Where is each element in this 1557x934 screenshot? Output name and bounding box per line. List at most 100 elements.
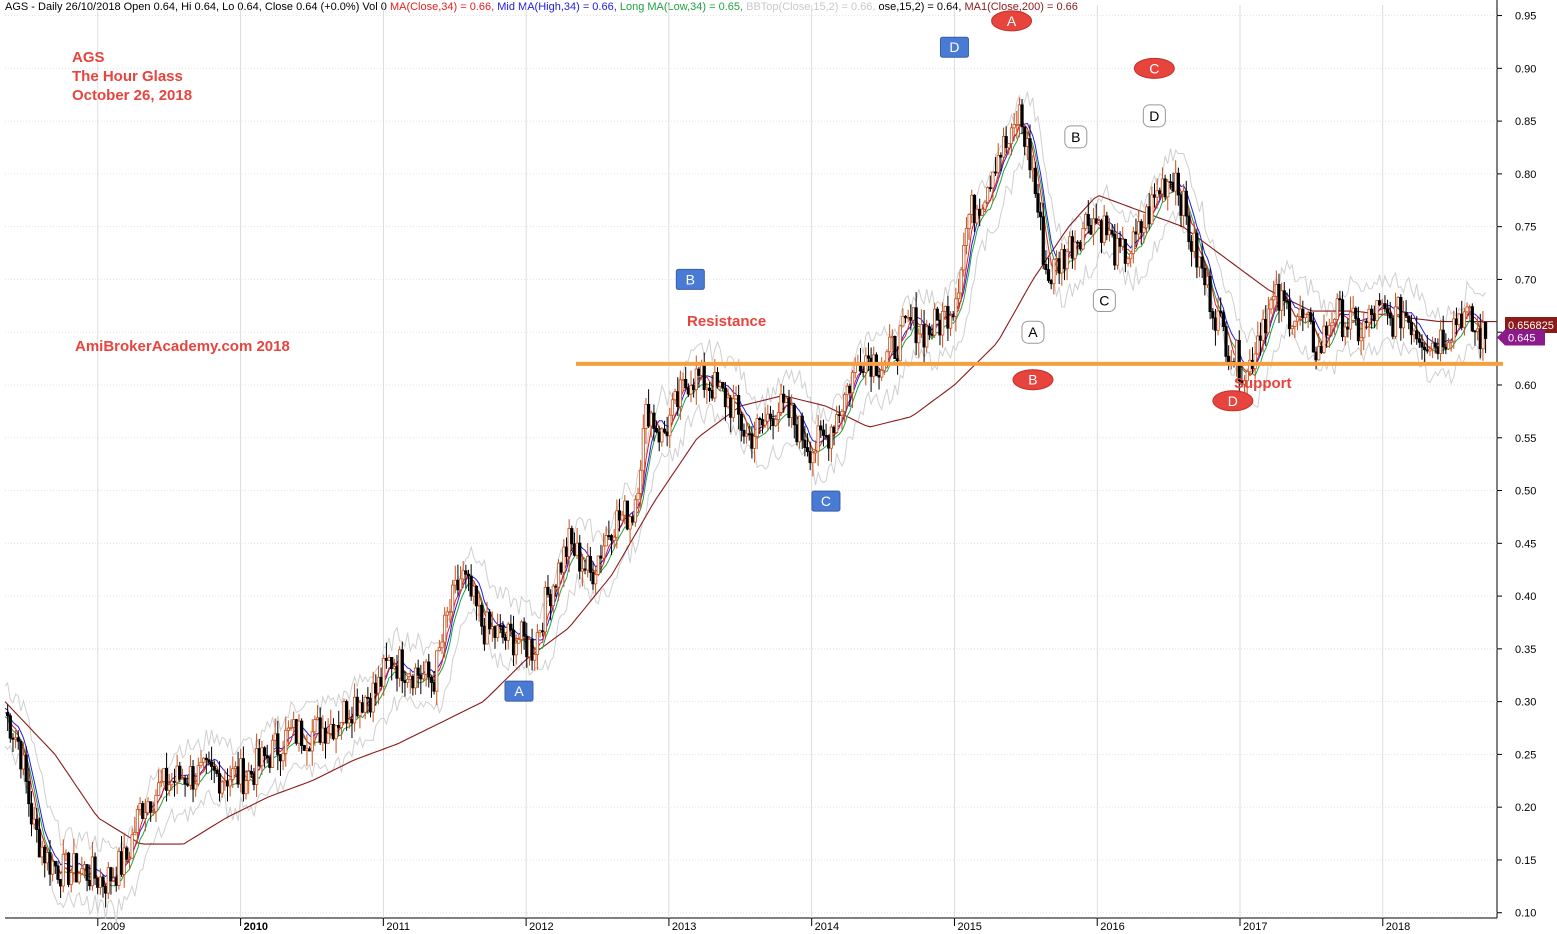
header-long-ma: Long MA(Low,34) = 0.65, [619,1,744,13]
candle-body [496,625,500,638]
candle-body [1378,300,1382,306]
candle-body [355,696,359,717]
y-tick-label: 0.85 [1515,116,1536,128]
candle-body [999,154,1003,158]
candle-body [1097,220,1101,224]
candle-body [21,754,26,770]
price-tag-arrow [1497,329,1545,346]
candle-body [1147,206,1151,225]
candle-body [43,846,47,864]
candle-body [172,780,177,783]
candle-body [419,674,423,680]
candle-body [551,585,555,607]
candle-body [6,712,10,717]
candle-body [72,853,76,873]
candle-body [347,719,351,724]
candle-body [641,428,645,471]
candle-body [988,187,992,190]
candle-body [983,201,987,210]
candle-body [432,682,436,692]
candle-body [1322,325,1326,353]
candle-body [1129,253,1133,260]
candle-body [925,326,929,348]
candle-body [1330,322,1334,326]
candle-body [713,372,717,399]
candle-body [1314,351,1318,361]
candle-body [861,370,865,373]
candle-body [726,397,730,408]
candle-body [771,418,775,427]
candle-body [1370,308,1374,316]
candle-body [472,585,476,597]
candle-body [588,556,592,573]
candle-body [933,308,937,336]
candle-body [435,650,439,692]
candle-body [673,391,677,401]
candle-body [1298,308,1302,317]
candle-body [114,877,118,886]
candle-body [895,358,900,362]
candle-body [1205,275,1210,286]
candle-body [191,766,195,790]
candle-body [556,562,561,588]
wave-badge-blue [939,36,969,58]
y-tick-label: 0.55 [1515,433,1536,445]
y-tick-label: 0.10 [1515,908,1536,920]
candle-body [917,333,921,344]
candle-body [782,393,786,403]
candle-body [954,298,958,317]
candle-body [1137,221,1141,235]
candle-body [639,469,643,494]
candle-body [1208,275,1212,313]
candle-body [244,780,248,795]
candle-body [1023,126,1027,147]
candle-body [11,737,15,740]
y-tick-label: 0.30 [1515,697,1536,709]
candle-body [286,727,291,731]
candle-body [909,317,913,321]
candle-body [848,385,852,394]
candle-body [318,717,322,743]
candle-body [363,696,367,713]
candle-body [215,769,219,774]
candle-body [350,719,354,724]
candle-body [1287,300,1292,330]
candle-body [284,729,288,754]
candle-body [1478,328,1482,350]
candle-body [758,418,762,420]
wave-badge-label: A [1028,324,1038,340]
candle-body [1388,312,1392,319]
candle-body [360,702,365,713]
candle-body [911,307,916,321]
candle-body [403,680,407,683]
candle-body [315,717,320,721]
candle-body [437,647,441,652]
candle-body [1065,251,1069,270]
candle-body [1089,225,1093,235]
candle-body [1454,318,1459,326]
candle-body [451,584,455,613]
candle-body [130,834,134,859]
resistance-label: Resistance [687,313,767,330]
candle-body [480,604,484,627]
candle-body [776,411,780,421]
candle-body [188,766,193,786]
candle-body [1401,312,1406,329]
wave-badge-label: A [1007,13,1017,29]
candle-body [631,516,635,523]
candle-body [345,701,349,724]
candle-body [374,682,378,694]
candle-body [331,724,336,740]
candle-body [1242,380,1247,385]
candle-body [1009,127,1014,145]
candle-body [938,319,942,336]
candle-body [1433,342,1437,348]
candle-body [647,403,651,427]
candle-body [1319,345,1323,353]
candle-body [13,737,18,740]
candle-body [1264,318,1268,334]
candle-body [297,720,301,744]
candle-body [607,535,611,537]
candle-body [594,574,598,585]
